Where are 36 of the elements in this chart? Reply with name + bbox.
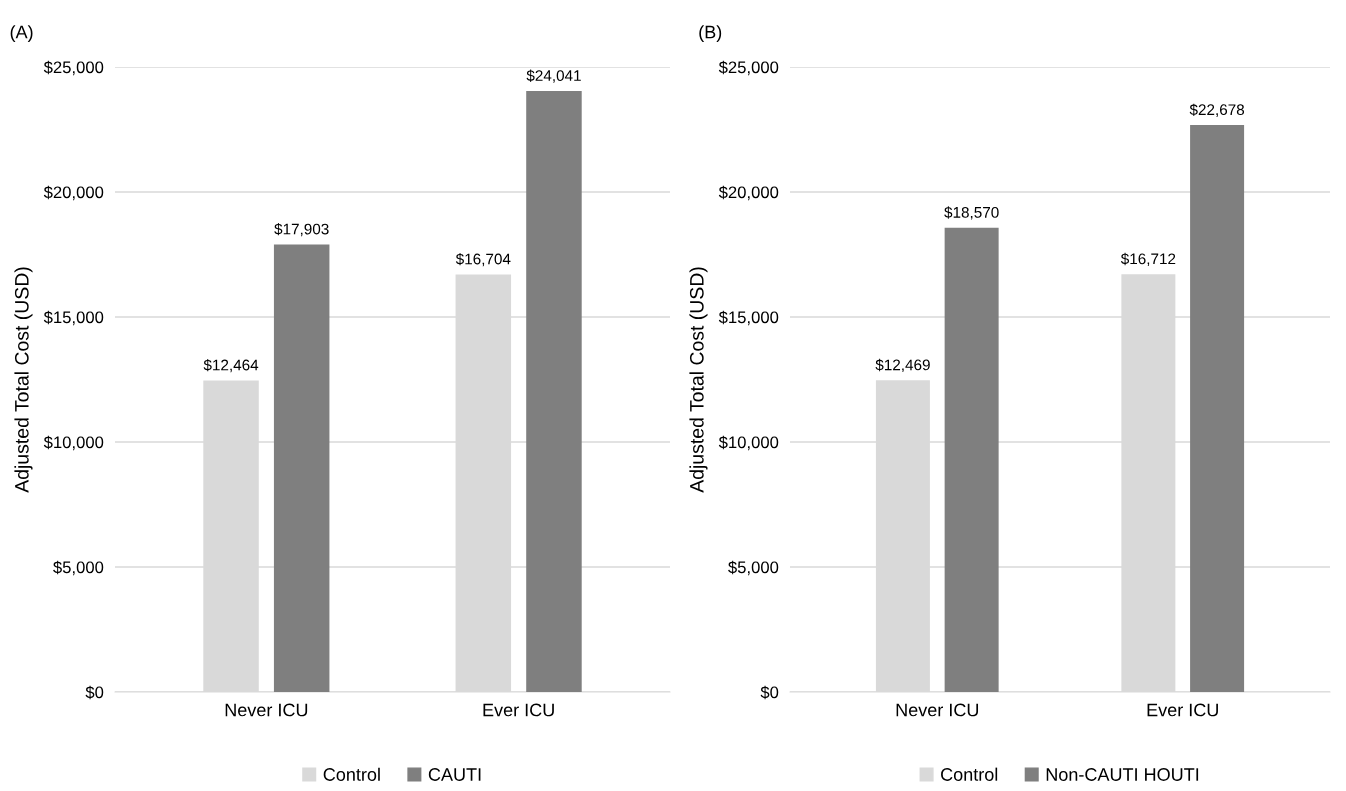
legend-label: CAUTI	[428, 768, 481, 781]
y-tick-label: $10,000	[43, 435, 104, 451]
y-tick-label: $15,000	[718, 310, 779, 326]
y-tick-label: $15,000	[43, 310, 104, 326]
data-label: $12,469	[875, 358, 930, 373]
y-tick-label: $20,000	[718, 185, 779, 201]
bar	[526, 90, 582, 692]
data-label: $16,704	[455, 252, 511, 267]
data-label: $12,464	[203, 358, 259, 373]
x-tick-label: Ever ICU	[483, 703, 554, 717]
y-tick-label: $5,000	[53, 560, 104, 576]
chart-title: (A)	[10, 25, 33, 42]
data-label: $17,903	[274, 223, 329, 237]
y-tick-label: $25,000	[718, 60, 779, 76]
data-label: $24,041	[526, 69, 581, 83]
legend-label: Control	[323, 767, 380, 781]
bar	[1190, 125, 1245, 692]
x-tick-label: Ever ICU	[1147, 703, 1218, 717]
chart-title: (B)	[699, 25, 722, 42]
legend-label: Control	[941, 767, 998, 781]
y-tick-label: $0	[760, 685, 779, 700]
y-tick-label: $5,000	[728, 560, 779, 576]
legend-label: Non-CAUTI HOUTI	[1046, 768, 1199, 781]
data-label: $22,678	[1189, 103, 1245, 117]
x-tick-label: Never ICU	[225, 703, 308, 717]
bar	[944, 227, 999, 692]
x-tick-label: Never ICU	[896, 703, 979, 717]
y-tick-label: $20,000	[43, 185, 104, 201]
y-tick-label: $10,000	[718, 435, 779, 451]
y-axis-title: Adjusted Total Cost (USD)	[689, 267, 708, 493]
data-label: $18,570	[944, 206, 999, 220]
y-tick-label: $0	[85, 685, 104, 700]
y-tick-label: $25,000	[43, 60, 104, 76]
y-axis-title: Adjusted Total Cost (USD)	[14, 267, 33, 493]
data-label: $16,712	[1120, 252, 1176, 267]
bar	[273, 244, 330, 692]
